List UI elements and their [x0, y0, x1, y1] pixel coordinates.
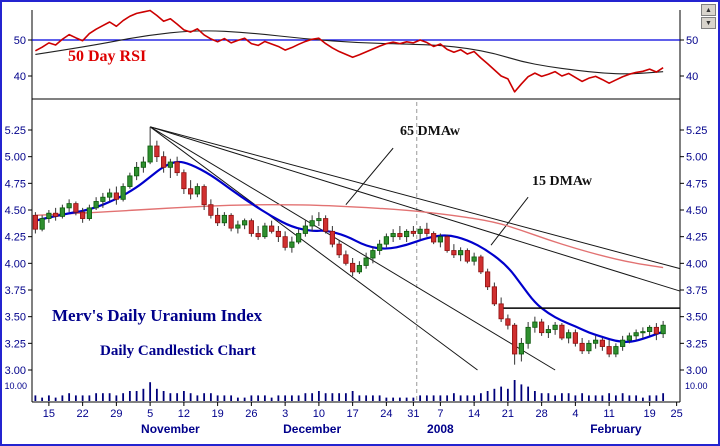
trendlines	[149, 126, 681, 371]
svg-text:10.00: 10.00	[685, 381, 708, 391]
svg-text:4.75: 4.75	[5, 178, 26, 190]
svg-text:14: 14	[468, 408, 480, 420]
moving-averages	[35, 160, 680, 343]
svg-text:December: December	[283, 422, 341, 436]
svg-text:22: 22	[77, 408, 89, 420]
svg-text:40: 40	[686, 71, 698, 83]
svg-text:7: 7	[437, 408, 443, 420]
chart-scrollbar: ▲ ▼	[701, 4, 716, 29]
scroll-down-button[interactable]: ▼	[701, 17, 716, 29]
svg-text:4.00: 4.00	[686, 258, 707, 270]
svg-text:26: 26	[245, 408, 257, 420]
svg-text:4: 4	[572, 408, 578, 420]
svg-text:3.25: 3.25	[5, 338, 26, 350]
svg-text:2008: 2008	[427, 422, 454, 436]
svg-text:25: 25	[671, 408, 683, 420]
svg-text:4.25: 4.25	[686, 232, 707, 244]
svg-text:3.00: 3.00	[686, 365, 707, 377]
svg-text:4.75: 4.75	[686, 178, 707, 190]
candles	[32, 126, 666, 365]
svg-text:5.25: 5.25	[686, 125, 707, 137]
svg-text:5: 5	[147, 408, 153, 420]
svg-text:21: 21	[502, 408, 514, 420]
svg-text:28: 28	[536, 408, 548, 420]
volume-bars	[34, 380, 665, 401]
axes	[31, 10, 681, 403]
svg-text:3.50: 3.50	[5, 312, 26, 324]
svg-text:4.00: 4.00	[5, 258, 26, 270]
svg-text:4.25: 4.25	[5, 232, 26, 244]
svg-text:31: 31	[407, 408, 419, 420]
svg-text:40: 40	[14, 71, 26, 83]
svg-text:19: 19	[644, 408, 656, 420]
svg-text:3.00: 3.00	[5, 365, 26, 377]
svg-text:17: 17	[347, 408, 359, 420]
svg-text:4.50: 4.50	[686, 205, 707, 217]
svg-text:15: 15	[43, 408, 55, 420]
svg-text:50: 50	[686, 35, 698, 47]
svg-text:10.00: 10.00	[4, 381, 27, 391]
svg-text:February: February	[590, 422, 642, 436]
axis-labels: 5.25 5.25 5.00 5.00 4.75 4.75 4.50 4.50 4.25 4.25…	[4, 35, 707, 436]
svg-text:12: 12	[178, 408, 190, 420]
svg-text:3.75: 3.75	[686, 285, 707, 297]
svg-text:5.25: 5.25	[5, 125, 26, 137]
rsi-panel-series	[32, 9, 680, 93]
svg-text:19: 19	[212, 408, 224, 420]
svg-text:November: November	[141, 422, 200, 436]
svg-text:5.00: 5.00	[5, 152, 26, 164]
svg-text:3.50: 3.50	[686, 312, 707, 324]
svg-text:3.75: 3.75	[5, 285, 26, 297]
svg-text:4.50: 4.50	[5, 205, 26, 217]
svg-text:29: 29	[110, 408, 122, 420]
svg-text:5.00: 5.00	[686, 152, 707, 164]
svg-text:50: 50	[14, 35, 26, 47]
svg-text:3: 3	[282, 408, 288, 420]
svg-text:3.25: 3.25	[686, 338, 707, 350]
svg-text:24: 24	[380, 408, 392, 420]
scroll-up-button[interactable]: ▲	[701, 4, 716, 16]
svg-text:11: 11	[603, 408, 614, 420]
svg-text:10: 10	[313, 408, 325, 420]
